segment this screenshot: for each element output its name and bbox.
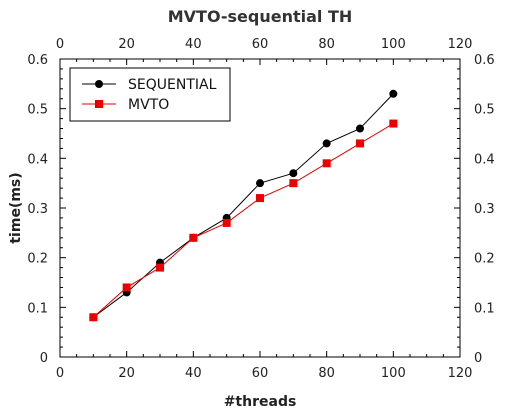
x-tick-label-bottom: 0	[56, 366, 64, 381]
y-tick-label-right: 0.4	[474, 152, 495, 167]
data-point-mvto	[389, 119, 398, 128]
y-tick-label-left: 0.3	[27, 202, 48, 217]
data-point-sequential	[356, 124, 364, 133]
legend-label-mvto: MVTO	[128, 97, 169, 113]
legend-label-sequential: SEQUENTIAL	[128, 77, 217, 93]
data-point-mvto	[256, 194, 264, 203]
axis-ticks	[59, 58, 461, 358]
data-point-sequential	[322, 139, 331, 148]
data-point-mvto	[156, 263, 164, 272]
y-tick-label-right: 0.1	[474, 301, 495, 316]
y-tick-label-right: 0.2	[474, 252, 495, 267]
x-tick-label-bottom: 80	[318, 366, 335, 381]
y-tick-label-right: 0.6	[474, 53, 495, 68]
data-point-sequential	[289, 169, 298, 178]
x-tick-label-bottom: 20	[118, 366, 135, 381]
y-tick-label-left: 0	[40, 351, 48, 366]
y-tick-label-left: 0.1	[27, 301, 48, 316]
x-tick-label-top: 0	[56, 37, 64, 52]
x-tick-label-top: 40	[185, 37, 202, 52]
data-point-mvto	[322, 159, 331, 168]
data-point-mvto	[222, 218, 231, 227]
x-tick-label-bottom: 120	[448, 366, 473, 381]
y-tick-label-right: 0.5	[474, 103, 495, 118]
x-tick-label-top: 20	[118, 37, 135, 52]
series-line-mvto	[93, 123, 394, 318]
x-tick-label-top: 80	[318, 37, 335, 52]
data-point-mvto	[89, 313, 98, 322]
x-axis-title: #threads	[224, 394, 297, 410]
legend-marker-sequential	[95, 80, 103, 88]
x-tick-label-bottom: 60	[252, 366, 269, 381]
data-point-mvto	[122, 283, 131, 292]
y-tick-label-left: 0.5	[27, 103, 48, 118]
series-sequential	[89, 89, 398, 322]
legend: SEQUENTIAL MVTO	[69, 67, 231, 122]
x-tick-label-top: 120	[448, 37, 473, 52]
series-layer	[89, 89, 398, 322]
y-tick-label-left: 0.4	[27, 152, 48, 167]
series-mvto	[89, 119, 398, 322]
data-point-mvto	[356, 139, 364, 148]
y-tick-label-left: 0.6	[27, 53, 48, 68]
y-axis-title: time(ms)	[8, 172, 24, 243]
x-tick-label-top: 100	[381, 37, 406, 52]
data-point-sequential	[256, 179, 264, 188]
legend-marker-mvto	[95, 100, 103, 108]
y-tick-label-left: 0.2	[27, 252, 48, 267]
series-line-sequential	[93, 93, 394, 318]
y-tick-label-right: 0.3	[474, 202, 495, 217]
x-tick-label-bottom: 40	[185, 366, 202, 381]
chart-title: MVTO-sequential TH	[168, 7, 353, 26]
legend-box	[69, 67, 231, 122]
data-point-mvto	[289, 179, 298, 188]
y-tick-label-right: 0	[474, 351, 482, 366]
data-point-mvto	[189, 233, 198, 242]
x-tick-label-top: 60	[252, 37, 269, 52]
x-tick-label-bottom: 100	[381, 366, 406, 381]
data-point-sequential	[389, 89, 398, 98]
